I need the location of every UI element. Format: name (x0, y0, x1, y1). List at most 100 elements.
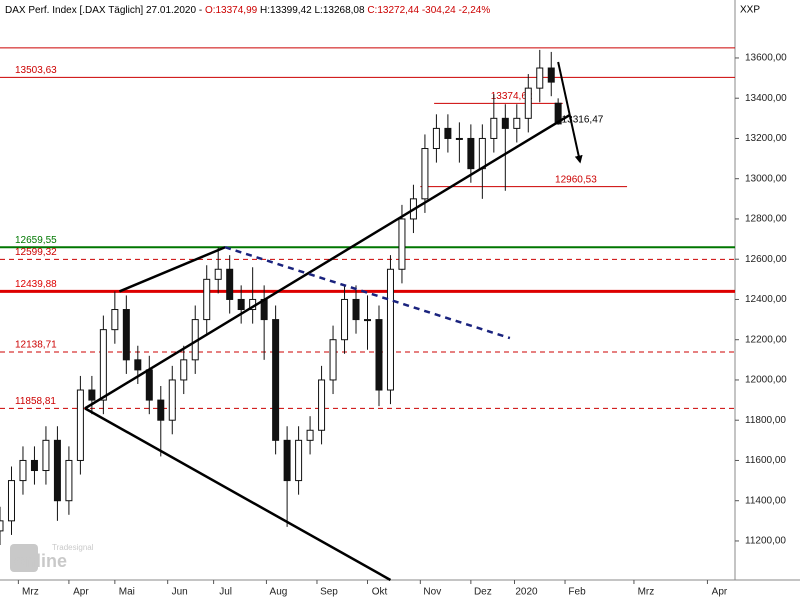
candle-body (318, 379, 326, 431)
level-label: 12960,53 (555, 174, 597, 185)
level-label: 11858,81 (15, 396, 56, 407)
trendline-label: 13316,47 (562, 115, 604, 126)
y-tick-label: 12600,00 (745, 254, 787, 265)
x-tick-label: Sep (320, 587, 338, 598)
candle-body (272, 319, 280, 441)
x-tick-label: Mrz (638, 587, 655, 598)
candle-body (168, 379, 176, 421)
x-tick-label: Apr (712, 587, 728, 598)
watermark-product: online (14, 551, 67, 571)
header-pct: -2,24% (459, 5, 491, 16)
candle-body (111, 309, 119, 331)
level-label: 13503,63 (15, 65, 57, 76)
candle-body (42, 439, 50, 472)
header-low: L:13268,08 (314, 5, 364, 16)
header-high: H:13399,42 (260, 5, 312, 16)
candle-body (214, 268, 222, 280)
y-tick-label: 11800,00 (745, 415, 786, 426)
candle-body (467, 137, 475, 170)
candle-body (145, 369, 153, 401)
candle-body (203, 278, 211, 321)
y-tick-label: 13200,00 (745, 133, 787, 144)
candle-body (547, 67, 555, 83)
level-label: 12599,32 (15, 247, 57, 258)
candle-body (306, 429, 314, 441)
header-name: DAX Perf. Index [.DAX Täglich] 27.01.202… (5, 5, 202, 16)
candle-body (341, 298, 349, 341)
watermark-brand: Tradesignal (52, 543, 94, 552)
candle-body (157, 399, 165, 421)
candle-body (122, 309, 130, 361)
y-tick-label: 12200,00 (745, 334, 787, 345)
candle-body (386, 268, 394, 391)
trendline (84, 407, 392, 582)
x-tick-label: Feb (568, 587, 586, 598)
x-tick-label: Jun (172, 587, 188, 598)
candle-body (180, 359, 188, 381)
candle-body (455, 137, 463, 140)
candle-body (398, 218, 406, 270)
y-tick-label: 11200,00 (745, 536, 786, 547)
candle-body (444, 127, 452, 139)
x-tick-label: Dez (474, 587, 492, 598)
header-open: O:13374,99 (205, 5, 258, 16)
candle-body (88, 389, 96, 401)
y-tick-label: 13600,00 (745, 53, 787, 64)
candle-body (554, 102, 562, 125)
candle-body (536, 67, 544, 89)
candle-body (226, 268, 234, 300)
x-tick-label: Okt (372, 587, 388, 598)
trendline (84, 113, 571, 410)
watermark-logo (10, 544, 38, 572)
level-label: 12659,55 (15, 235, 57, 246)
x-tick-label: Apr (73, 587, 89, 598)
candle-body (30, 459, 38, 472)
candle-body (478, 137, 486, 170)
candle-body (524, 87, 532, 119)
candle-body (0, 520, 4, 532)
candle-body (283, 439, 291, 482)
trendline (224, 246, 511, 340)
level-label: 13374,62 (491, 91, 533, 102)
candle-body (329, 339, 337, 381)
header-close: C:13272,44 (367, 5, 419, 16)
candle-body (295, 439, 303, 482)
candle-body (501, 117, 509, 129)
candle-body (53, 439, 61, 502)
y-tick-label: 12000,00 (745, 375, 787, 386)
y-tick-label: 12400,00 (745, 294, 787, 305)
x-tick-label: Aug (270, 587, 288, 598)
candle-body (490, 117, 498, 139)
trendline (118, 246, 226, 293)
x-tick-label: Nov (423, 587, 441, 598)
candle-body (432, 127, 440, 150)
x-tick-label: Mai (119, 587, 135, 598)
candle-body (513, 117, 521, 129)
candle-body (237, 298, 245, 311)
y-tick-label: 13000,00 (745, 173, 787, 184)
candle-body (19, 459, 27, 482)
candle-body (76, 389, 84, 461)
symbol: XXP (740, 5, 760, 16)
arrow (557, 61, 583, 164)
candle-body (364, 319, 371, 322)
level-label: 12439,88 (15, 279, 57, 290)
y-tick-label: 11600,00 (745, 455, 786, 466)
x-tick-label: 2020 (515, 587, 538, 598)
candle-body (99, 329, 107, 401)
candle-body (375, 319, 383, 391)
candle-body (65, 459, 73, 502)
header: DAX Perf. Index [.DAX Täglich] 27.01.202… (5, 5, 490, 16)
watermark: Tradesignal online (10, 543, 94, 572)
x-tick-label: Jul (219, 587, 232, 598)
y-tick-label: 12800,00 (745, 214, 787, 225)
candle-body (352, 298, 360, 321)
y-tick-label: 13400,00 (745, 93, 787, 104)
candle-body (134, 359, 142, 371)
candle-body (421, 148, 429, 200)
x-tick-label: Mrz (22, 587, 39, 598)
level-label: 12138,71 (15, 340, 57, 351)
y-tick-label: 11400,00 (745, 495, 786, 506)
header-change: -304,24 (422, 5, 456, 16)
